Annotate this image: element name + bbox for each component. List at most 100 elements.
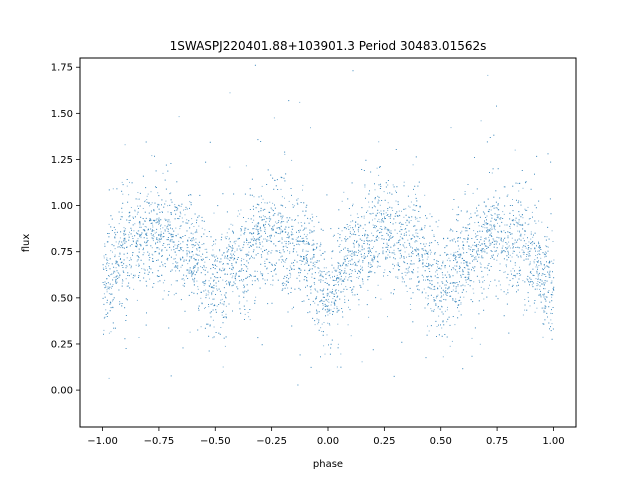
data-point xyxy=(386,257,388,259)
data-point xyxy=(459,265,461,267)
data-point xyxy=(402,223,404,225)
data-point xyxy=(386,246,388,248)
data-point xyxy=(361,267,363,269)
data-point xyxy=(307,260,308,262)
data-point xyxy=(452,298,454,300)
data-point xyxy=(306,258,308,260)
data-point xyxy=(266,279,268,281)
data-point xyxy=(186,247,188,249)
data-point xyxy=(284,197,285,199)
data-point xyxy=(137,198,139,200)
data-point xyxy=(275,273,277,275)
data-point xyxy=(238,245,240,247)
data-point xyxy=(527,245,529,246)
data-point xyxy=(403,181,405,183)
data-point xyxy=(518,200,520,202)
data-point xyxy=(236,248,238,250)
data-point xyxy=(418,255,420,257)
data-point xyxy=(264,218,265,220)
data-point xyxy=(205,307,206,308)
data-point xyxy=(150,204,152,205)
data-point xyxy=(424,249,426,251)
data-point xyxy=(165,200,167,202)
data-point xyxy=(376,230,378,232)
data-point xyxy=(125,265,127,267)
data-point xyxy=(524,281,526,283)
data-point xyxy=(167,211,169,213)
data-point xyxy=(151,247,153,249)
data-point xyxy=(157,206,158,208)
data-point xyxy=(153,230,155,232)
data-point xyxy=(132,216,134,218)
data-point xyxy=(438,219,440,221)
data-point xyxy=(348,208,350,209)
data-point xyxy=(404,251,406,253)
data-point xyxy=(246,266,248,268)
data-point xyxy=(550,161,552,163)
data-point xyxy=(210,311,212,313)
data-point xyxy=(283,265,284,267)
data-point xyxy=(363,255,365,257)
data-point xyxy=(347,279,349,281)
data-point xyxy=(163,290,165,292)
data-point xyxy=(371,265,373,267)
data-point xyxy=(343,256,345,258)
data-point xyxy=(296,251,298,253)
data-point xyxy=(441,272,443,274)
data-point xyxy=(157,221,159,223)
data-point xyxy=(113,327,115,329)
data-point xyxy=(424,253,426,255)
data-point xyxy=(362,283,364,285)
data-point xyxy=(264,260,266,262)
data-point xyxy=(520,255,522,257)
data-point xyxy=(111,300,113,302)
data-point xyxy=(229,241,231,243)
data-point xyxy=(405,274,407,276)
data-point xyxy=(421,292,423,294)
data-point xyxy=(490,232,492,234)
data-point xyxy=(304,263,306,265)
data-point xyxy=(517,182,519,184)
data-point xyxy=(180,213,182,215)
data-point xyxy=(538,241,539,243)
data-point xyxy=(540,257,542,259)
data-point xyxy=(149,257,151,258)
data-point xyxy=(243,287,245,289)
data-point xyxy=(362,227,364,229)
data-point xyxy=(479,343,481,345)
data-point xyxy=(398,270,400,271)
data-point xyxy=(204,269,206,271)
data-point xyxy=(371,207,373,209)
data-point xyxy=(483,250,485,252)
data-point xyxy=(411,278,412,280)
data-point xyxy=(105,284,107,286)
data-point xyxy=(383,191,385,193)
data-point xyxy=(509,205,511,206)
data-point xyxy=(455,288,457,290)
data-point xyxy=(339,251,341,253)
data-point xyxy=(399,239,401,241)
data-point xyxy=(463,259,465,261)
data-point xyxy=(182,236,184,237)
data-point xyxy=(543,309,545,311)
data-point xyxy=(202,259,204,260)
data-point xyxy=(508,284,510,286)
data-point xyxy=(157,259,159,261)
data-point xyxy=(177,262,179,264)
data-point xyxy=(319,289,321,291)
data-point xyxy=(426,258,428,260)
data-point xyxy=(327,298,329,300)
data-point xyxy=(119,302,121,304)
data-point xyxy=(322,290,324,292)
data-point xyxy=(332,313,333,315)
data-point xyxy=(374,218,376,220)
data-point xyxy=(249,209,251,210)
data-point xyxy=(458,248,460,250)
data-point xyxy=(537,266,539,268)
data-point xyxy=(413,225,415,227)
data-point xyxy=(170,192,172,194)
data-point xyxy=(177,233,179,235)
data-point xyxy=(281,242,283,244)
data-point xyxy=(384,226,386,228)
data-point xyxy=(117,246,119,248)
